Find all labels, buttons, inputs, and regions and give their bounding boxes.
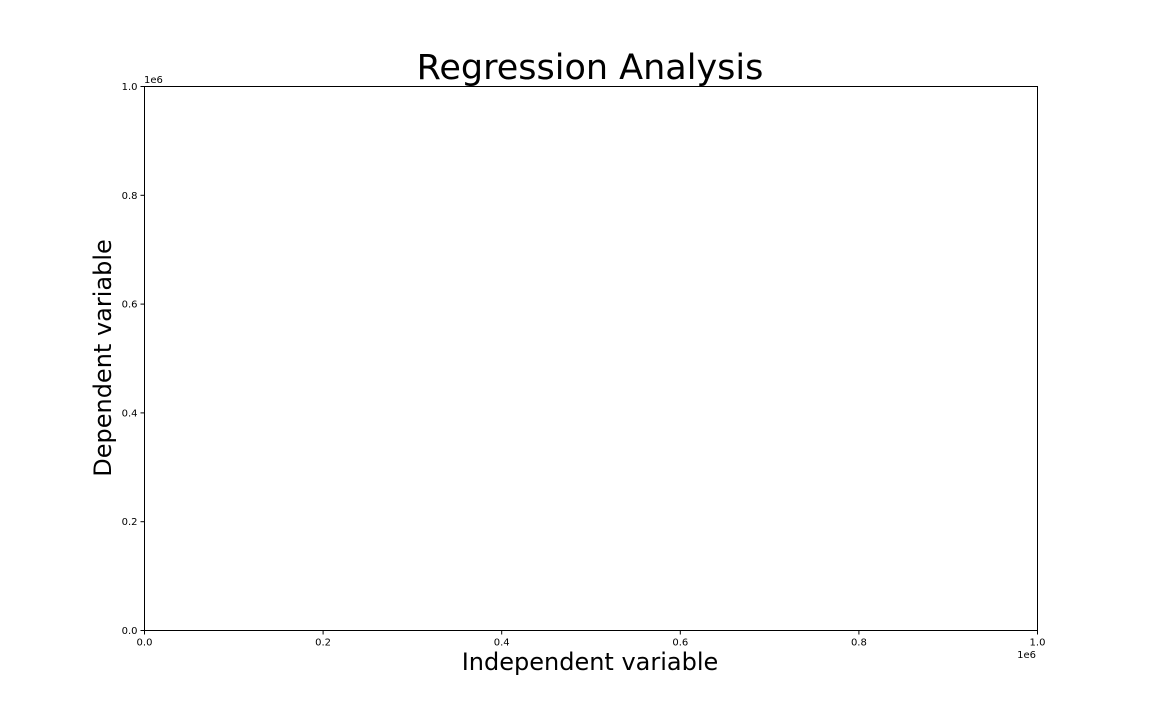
y-tick-label: 0.2 <box>122 517 138 528</box>
y-axis-ticks: 0.0 0.2 0.4 0.6 0.8 1.0 <box>122 82 145 637</box>
x-tick-label: 0.2 <box>315 638 331 649</box>
y-axis-label: Dependent variable <box>89 239 117 477</box>
x-axis-label: Independent variable <box>462 648 719 676</box>
x-tick-label: 0.0 <box>137 638 153 649</box>
y-tick-label: 1.0 <box>122 82 138 93</box>
chart-title: Regression Analysis <box>417 48 764 88</box>
x-tick-label: 1.0 <box>1030 638 1046 649</box>
y-tick-label: 0.0 <box>122 626 138 637</box>
y-tick-label: 0.8 <box>122 191 138 202</box>
x-axis-offset-label: 1e6 <box>1017 650 1036 661</box>
y-tick-label: 0.4 <box>122 408 138 419</box>
x-tick-label: 0.8 <box>851 638 867 649</box>
y-tick-label: 0.6 <box>122 300 138 311</box>
plot-area-frame <box>144 86 1038 631</box>
x-tick-label: 0.4 <box>494 638 510 649</box>
y-axis-offset-label: 1e6 <box>144 75 163 86</box>
x-tick-label: 0.6 <box>672 638 688 649</box>
x-axis-ticks: 0.0 0.2 0.4 0.6 0.8 1.0 <box>137 630 1046 649</box>
